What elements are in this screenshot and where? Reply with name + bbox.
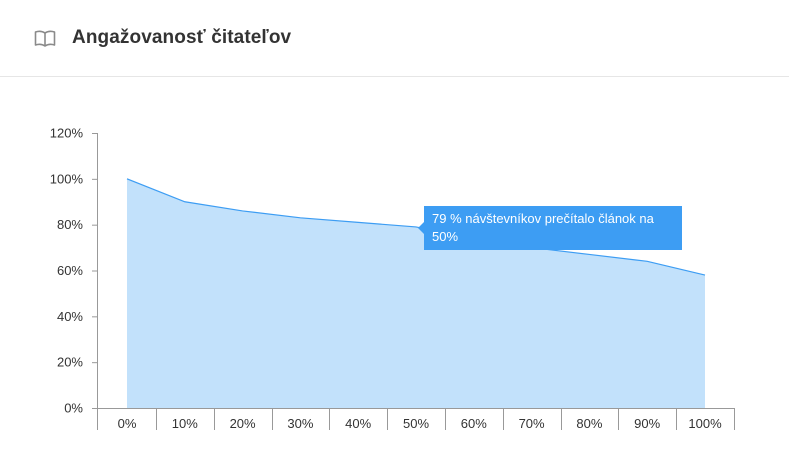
- x-tick-label: 40%: [345, 416, 371, 431]
- x-tick-label: 10%: [172, 416, 198, 431]
- y-tick-label: 40%: [57, 309, 83, 324]
- y-tick-label: 20%: [57, 355, 83, 370]
- y-tick-label: 80%: [57, 217, 83, 232]
- page-title: Angažovanosť čitateľov: [72, 27, 292, 48]
- data-point: [703, 273, 707, 277]
- data-point: [587, 252, 591, 256]
- y-tick-label: 60%: [57, 263, 83, 278]
- x-tick-label: 60%: [461, 416, 487, 431]
- x-tick-label: 20%: [230, 416, 256, 431]
- data-point: [645, 259, 649, 263]
- x-tick-label: 50%: [403, 416, 429, 431]
- data-point: [298, 216, 302, 220]
- data-point: [125, 177, 129, 181]
- y-tick-label: 0%: [64, 401, 83, 416]
- x-tick-label: 0%: [118, 416, 137, 431]
- x-tick-label: 70%: [519, 416, 545, 431]
- chart-tooltip: 79 % návštevníkov prečítalo článok na 50…: [424, 206, 682, 250]
- data-point: [183, 200, 187, 204]
- y-tick-label: 120%: [50, 126, 84, 141]
- x-tick-label: 30%: [287, 416, 313, 431]
- x-tick-label: 90%: [634, 416, 660, 431]
- x-tick-label: 80%: [576, 416, 602, 431]
- data-point: [241, 209, 245, 213]
- book-open-icon: [34, 30, 56, 47]
- y-tick-label: 100%: [50, 171, 84, 186]
- card-header: Angažovanosť čitateľov: [0, 0, 789, 77]
- series-line: [126, 178, 706, 276]
- x-tick-label: 100%: [688, 416, 722, 431]
- area-fill: [127, 178, 705, 408]
- data-point: [356, 220, 360, 224]
- tooltip-arrow: [418, 222, 424, 234]
